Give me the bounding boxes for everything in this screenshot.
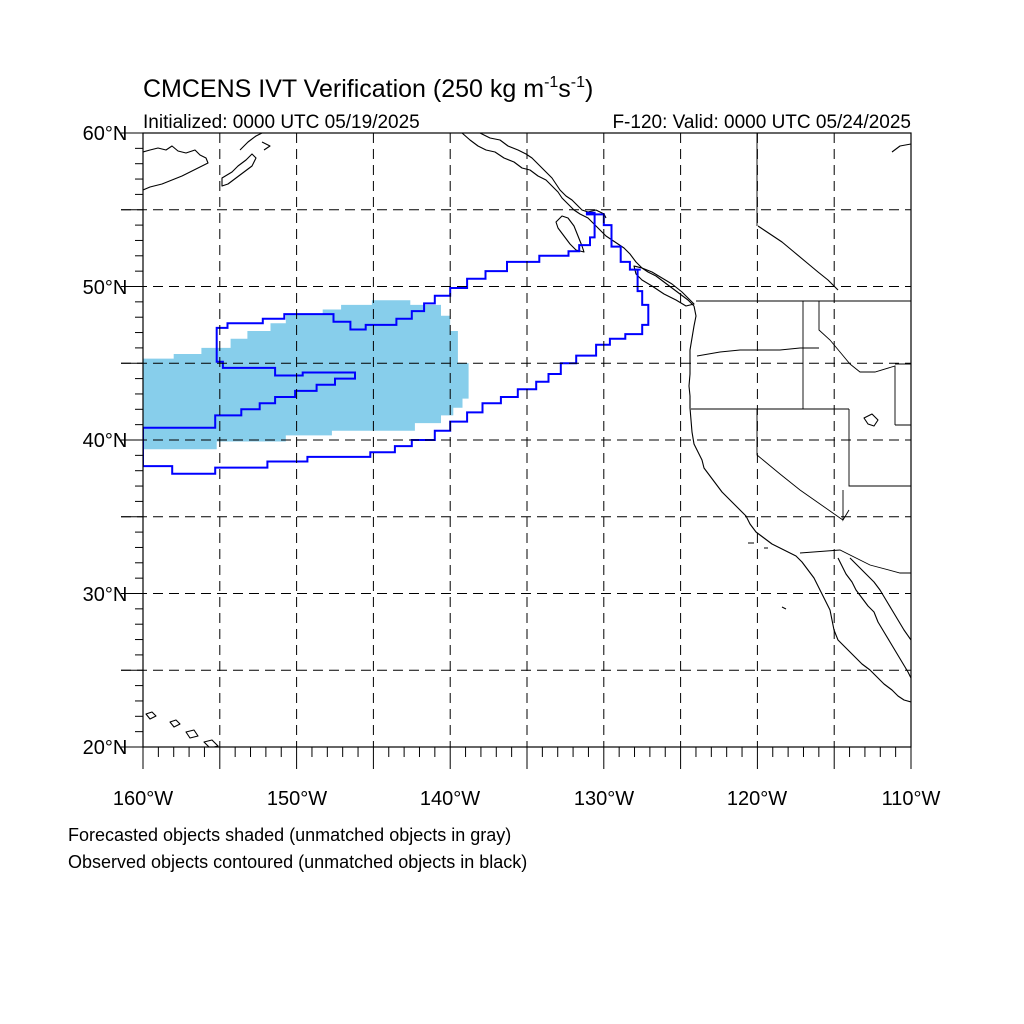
lat-label-60n: 60°N	[83, 123, 128, 145]
title-unit-s: s	[558, 75, 571, 103]
channel-islands	[748, 542, 787, 610]
baja-california-coast	[833, 629, 911, 703]
se-alaska-bc-coast	[461, 133, 695, 307]
great-salt-lake	[863, 413, 879, 427]
us-mexico-border	[799, 549, 911, 574]
map-plot-area	[143, 133, 911, 747]
gulf-of-california-coast	[837, 557, 911, 679]
title-superscript-2: -1	[571, 74, 585, 91]
lon-label-130w: 130°W	[574, 788, 634, 810]
ca-nv-border	[756, 409, 844, 521]
caption-forecast: Forecasted objects shaded (unmatched obj…	[68, 825, 512, 845]
observed-object-contour	[143, 211, 650, 475]
lon-label-140w: 140°W	[420, 788, 480, 810]
forecast-objects-layer	[143, 300, 469, 450]
alaska-panhandle-coast	[479, 133, 607, 219]
axis-ticks	[121, 132, 912, 769]
initialized-label: Initialized: 0000 UTC 05/19/2025	[143, 112, 420, 133]
title-superscript-1: -1	[544, 74, 558, 91]
lon-label-110w: 110°W	[882, 788, 941, 810]
forecast-object-shaded	[143, 300, 469, 450]
mexico-mainland-coast	[849, 557, 911, 641]
lat-label-20n: 20°N	[83, 737, 128, 759]
idaho-montana-border	[818, 301, 896, 409]
hawaii-island-maui	[185, 729, 199, 739]
lon-label-120w: 120°W	[727, 788, 787, 810]
lon-label-150w: 150°W	[267, 788, 327, 810]
coastlines-layer	[143, 133, 911, 747]
lat-label-40n: 40°N	[83, 430, 128, 452]
arizona-border	[842, 490, 850, 522]
lat-label-30n: 30°N	[83, 584, 128, 606]
vancouver-island	[633, 265, 695, 307]
lat-label-50n: 50°N	[83, 277, 128, 299]
or-wa-border	[696, 347, 819, 357]
haida-gwaii	[555, 215, 585, 253]
nv-ut-border	[848, 409, 911, 487]
kodiak-coast	[221, 153, 257, 187]
observed-objects-layer	[143, 211, 650, 475]
canada-coast-fragment	[891, 143, 911, 153]
canada-inland-waters	[757, 225, 839, 291]
us-west-coast	[688, 305, 835, 631]
alaska-coast-upper	[239, 133, 271, 151]
hawaii-island-kauai	[145, 711, 157, 720]
valid-label: F-120: Valid: 0000 UTC 05/24/2025	[612, 112, 911, 133]
caption-observed: Observed objects contoured (unmatched ob…	[68, 852, 528, 872]
political-borders-layer	[691, 133, 911, 574]
map-title: CMCENS IVT Verification (250 kg m-1s-1)	[143, 74, 593, 103]
hawaii-island-big	[203, 739, 219, 747]
alaska-coast-fragment	[143, 145, 209, 191]
montana-wyoming-border	[894, 363, 911, 426]
map-frame	[142, 132, 912, 748]
hawaii-island-oahu	[169, 719, 181, 728]
lon-label-160w: 160°W	[113, 788, 173, 810]
gridlines	[121, 133, 911, 747]
